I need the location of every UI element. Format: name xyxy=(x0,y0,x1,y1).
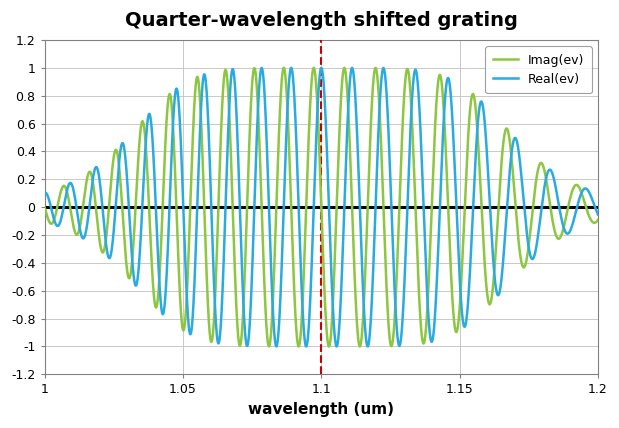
Imag(ev) xyxy=(401,84,409,89)
Imag(ev) xyxy=(373,69,381,74)
Real(ev) xyxy=(594,212,602,217)
Imag(ev) xyxy=(594,217,602,223)
Imag(ev) xyxy=(310,65,318,71)
Real(ev) xyxy=(41,190,48,195)
Imag(ev) xyxy=(41,205,48,210)
Real(ev) xyxy=(496,288,503,293)
Imag(ev) xyxy=(253,75,260,80)
Real(ev) xyxy=(454,236,462,241)
Line: Imag(ev): Imag(ev) xyxy=(45,68,598,346)
Legend: Imag(ev), Real(ev): Imag(ev), Real(ev) xyxy=(485,46,592,93)
Line: Real(ev): Real(ev) xyxy=(45,68,598,346)
Real(ev) xyxy=(253,154,260,159)
Imag(ev) xyxy=(454,325,462,330)
Imag(ev) xyxy=(496,183,503,188)
Real(ev) xyxy=(373,172,381,177)
Imag(ev) xyxy=(295,344,303,349)
Real(ev) xyxy=(303,344,310,349)
Real(ev) xyxy=(401,273,409,278)
X-axis label: wavelength (um): wavelength (um) xyxy=(248,402,394,417)
Real(ev) xyxy=(348,65,356,71)
Title: Quarter-wavelength shifted grating: Quarter-wavelength shifted grating xyxy=(125,11,517,30)
Real(ev) xyxy=(141,150,149,155)
Imag(ev) xyxy=(141,135,149,140)
